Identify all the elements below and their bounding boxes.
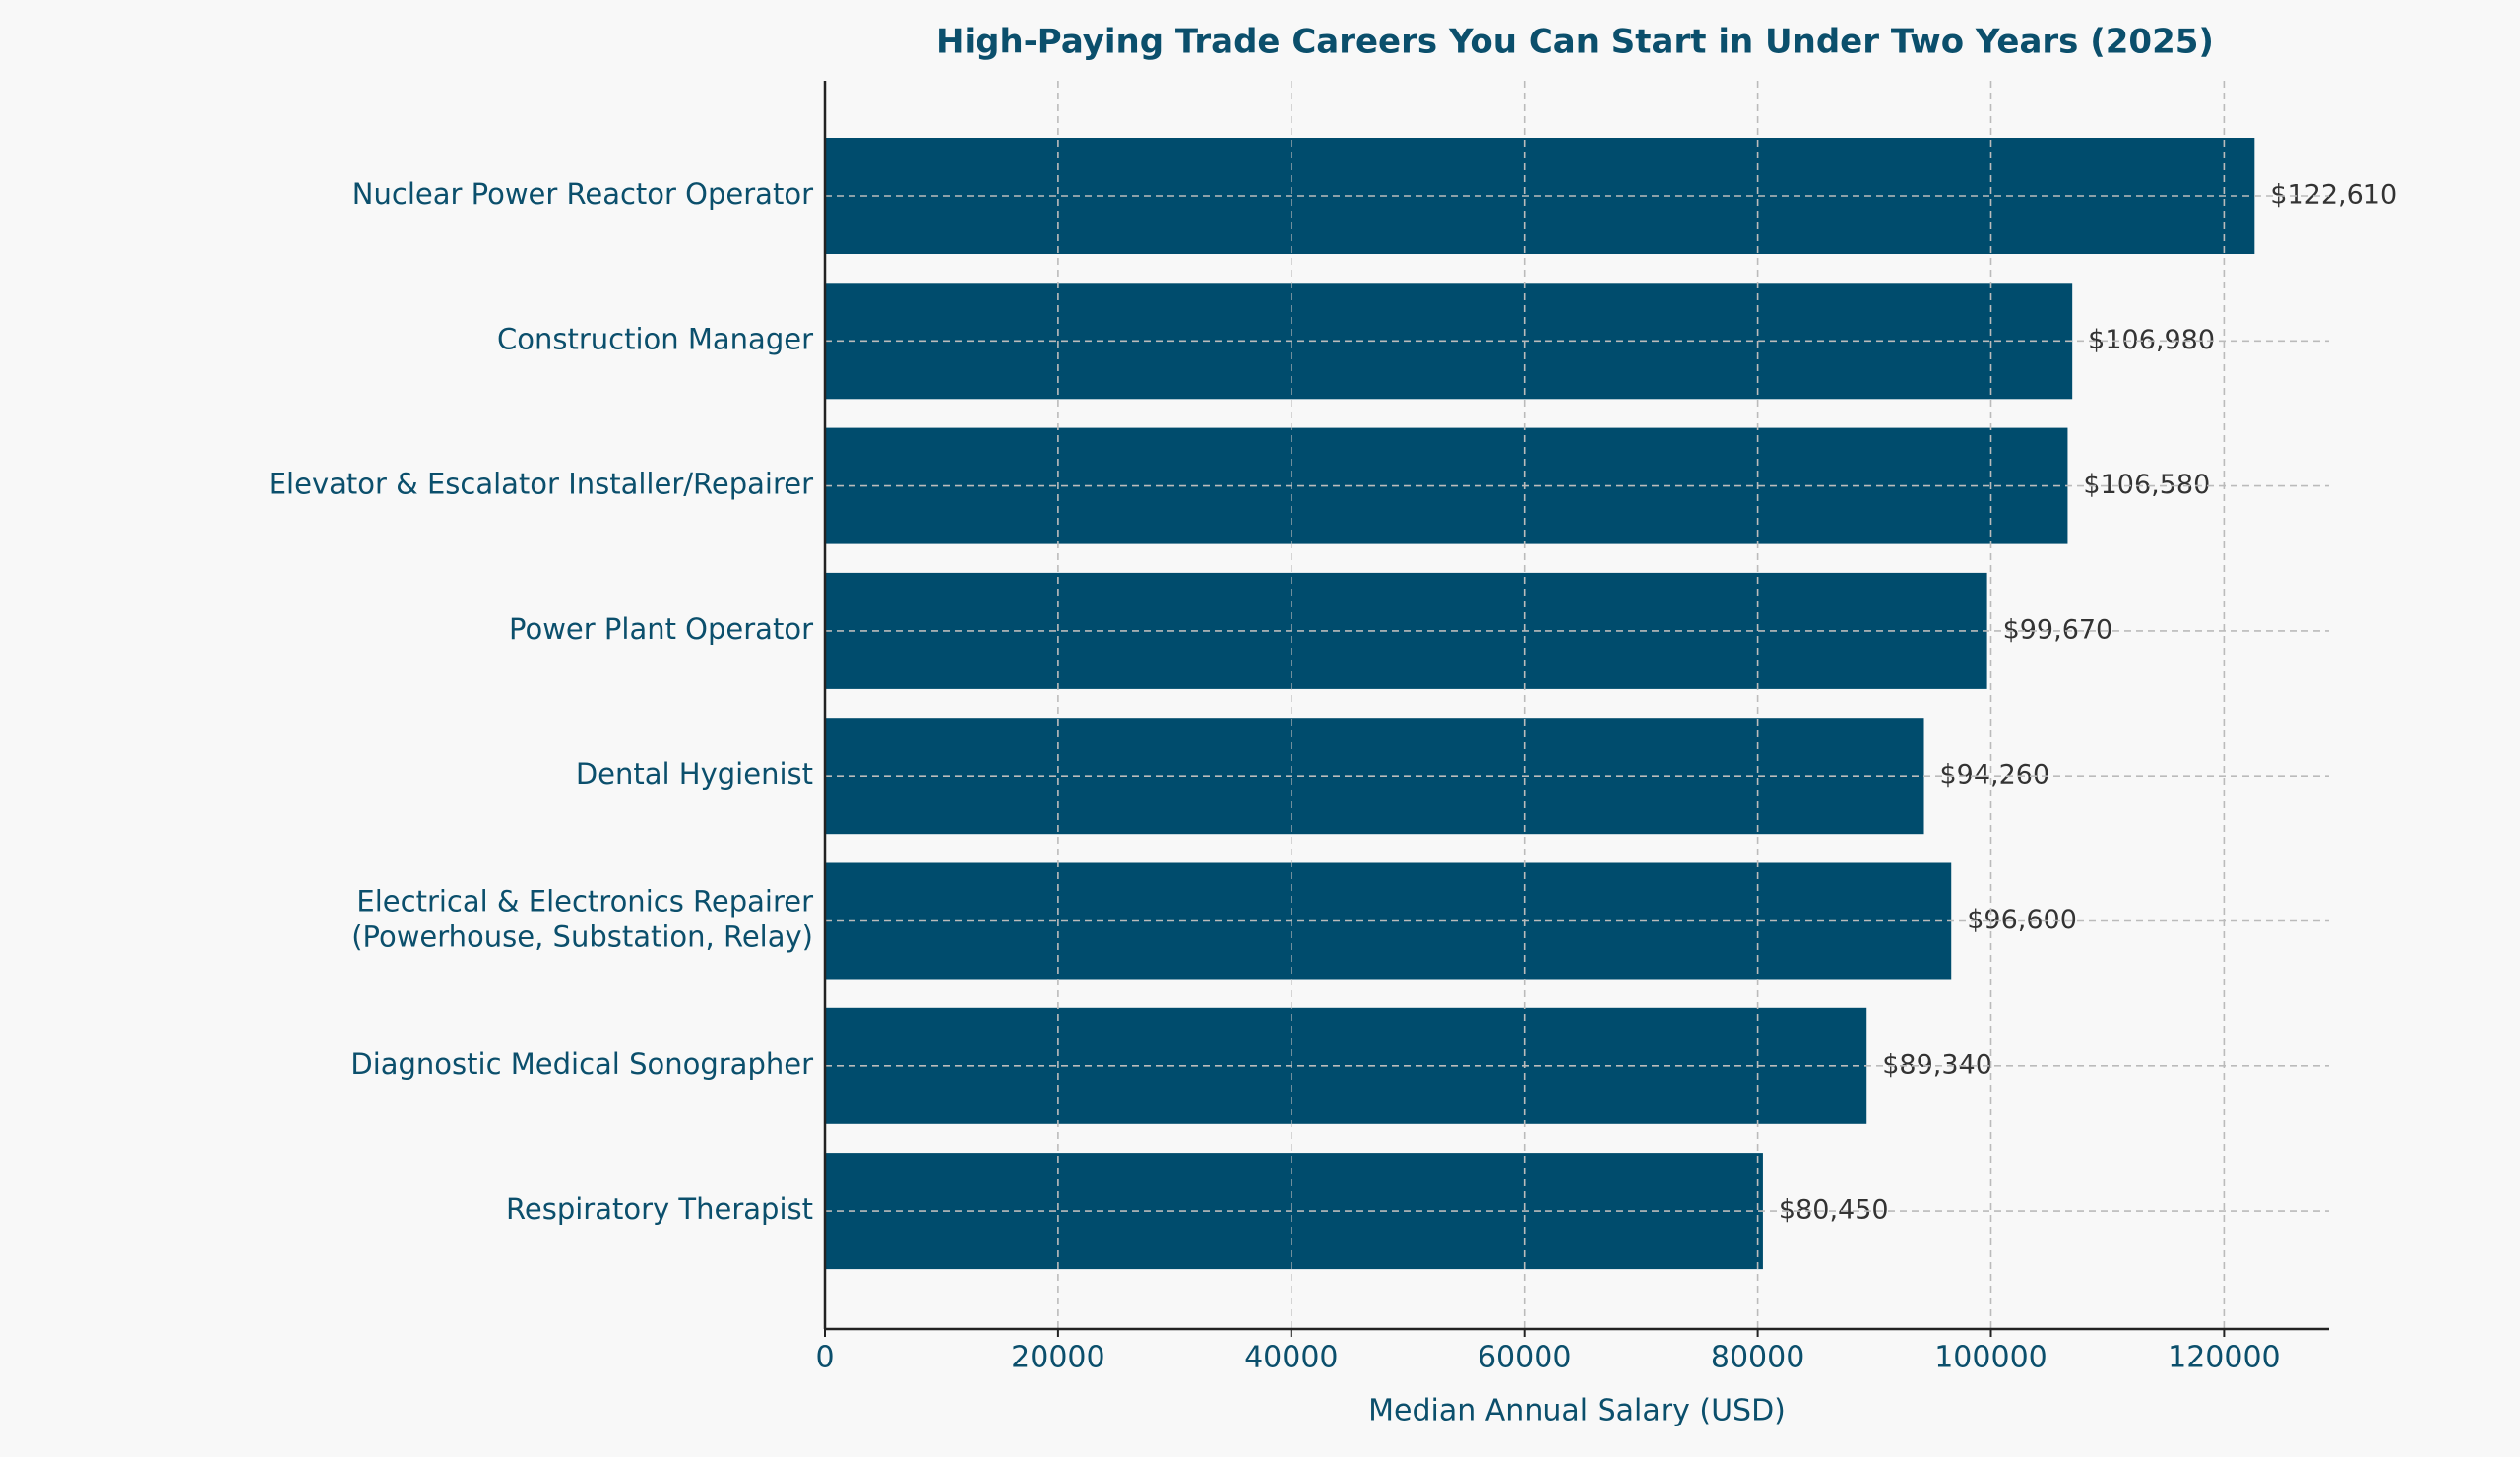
x-tick-label: 60000 bbox=[1478, 1341, 1571, 1375]
y-tick-label: Dental Hygienist bbox=[576, 757, 813, 791]
value-label: $106,980 bbox=[2088, 325, 2215, 355]
x-tick-label: 120000 bbox=[2168, 1341, 2281, 1375]
bar bbox=[825, 283, 2073, 400]
x-tick-label: 20000 bbox=[1011, 1341, 1104, 1375]
x-tick-label: 80000 bbox=[1711, 1341, 1804, 1375]
x-tick-label: 0 bbox=[815, 1341, 834, 1375]
x-tick-label: 40000 bbox=[1244, 1341, 1338, 1375]
y-tick-label: Respiratory Therapist bbox=[506, 1192, 813, 1226]
chart-title: High-Paying Trade Careers You Can Start … bbox=[936, 23, 2214, 62]
value-label: $94,260 bbox=[1940, 760, 2050, 791]
y-tick-label: Electrical & Electronics Repairer (Powerh… bbox=[351, 885, 813, 954]
value-label: $99,670 bbox=[2003, 614, 2113, 645]
y-tick-label: Nuclear Power Reactor Operator bbox=[352, 177, 813, 211]
value-label: $106,580 bbox=[2083, 470, 2210, 500]
y-tick-label: Diagnostic Medical Sonographer bbox=[350, 1047, 813, 1081]
value-label: $80,450 bbox=[1779, 1195, 1889, 1226]
y-tick-label: Power Plant Operator bbox=[509, 612, 813, 646]
y-tick-label: Elevator & Escalator Installer/Repairer bbox=[269, 468, 813, 501]
value-label: $96,600 bbox=[1967, 905, 2077, 935]
y-tick-label: Construction Manager bbox=[497, 322, 813, 355]
value-label: $122,610 bbox=[2270, 180, 2397, 211]
x-axis-label: Median Annual Salary (USD) bbox=[1368, 1394, 1786, 1428]
x-tick-label: 100000 bbox=[1934, 1341, 2048, 1375]
value-label: $89,340 bbox=[1882, 1049, 1992, 1080]
